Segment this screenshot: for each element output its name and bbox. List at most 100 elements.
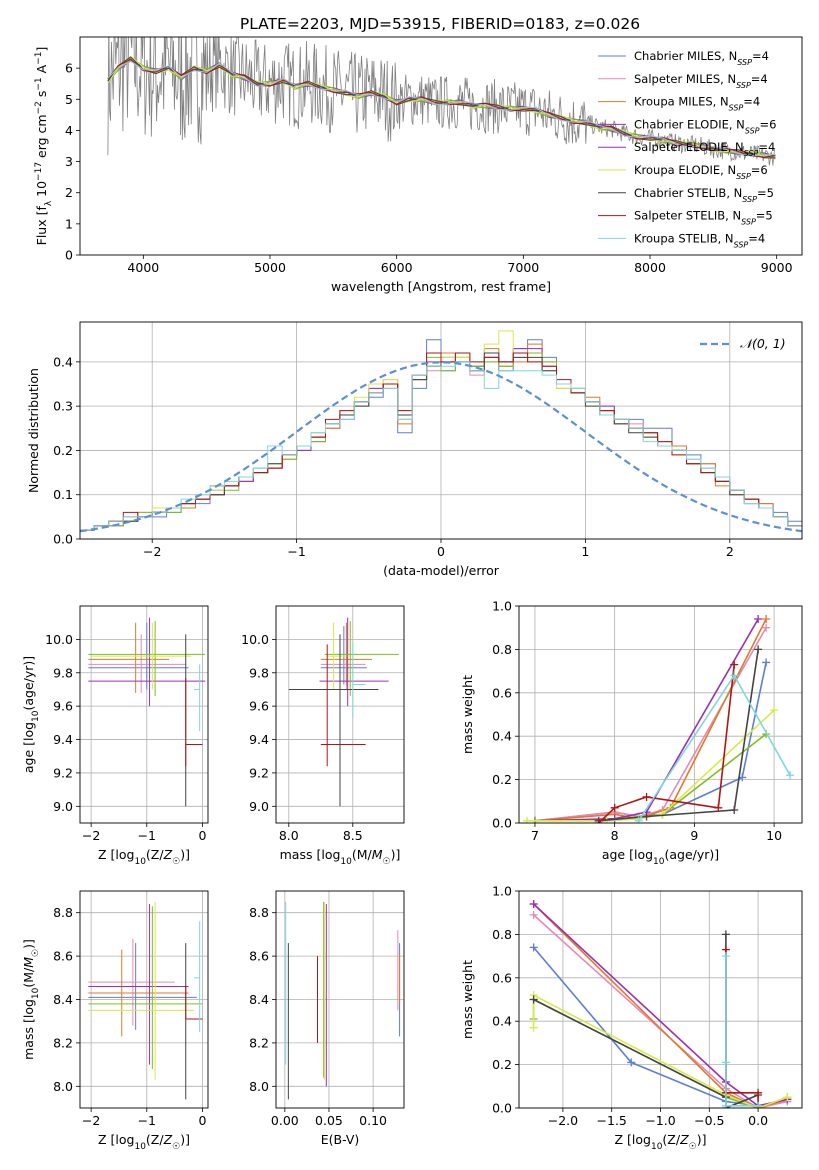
weight-line-salp_stelib — [725, 949, 759, 1108]
weight-marker-salp_stelib — [754, 1088, 763, 1097]
y-tick-label: 0.0 — [53, 532, 73, 547]
y-axis-label: Flux [fλ 10−17 erg cm−2 s−1 A−1] — [34, 47, 54, 246]
panel-age_vs_Z: −2 −1 0 9.0 9.2 9.4 9.6 9.8 10.0 Z [log10(Z/Z☉)] a… — [21, 605, 209, 867]
axes-frame — [79, 890, 209, 1109]
x-tick-label: 4000 — [127, 260, 159, 275]
y-tick-label: 9.4 — [53, 732, 73, 747]
weight-marker-salp_miles — [529, 910, 538, 919]
x-axis-label: Z [log10(Z/Z☉)] — [98, 847, 190, 867]
y-tick-label: 0.6 — [492, 970, 512, 985]
y-axis-label: Normed distribution — [26, 368, 41, 493]
x-tick-label: 0 — [437, 544, 445, 559]
x-tick-label: 8000 — [634, 260, 666, 275]
weight-line-chab_stelib — [598, 649, 759, 822]
x-tick-label: 9 — [690, 828, 698, 843]
weight-line-chab_stelib — [533, 934, 759, 1108]
y-axis-label: age [log10(age/yr)] — [21, 656, 41, 773]
legend-label: Chabrier MILES, NSSP=4 — [634, 49, 769, 67]
x-tick-label: 8.5 — [343, 828, 363, 843]
y-tick-label: 0.1 — [53, 487, 73, 502]
weight-marker-krou_elodie — [770, 706, 779, 715]
y-tick-label: 0.4 — [492, 1014, 512, 1029]
gaussian-curve — [80, 361, 802, 533]
y-tick-label: 8.0 — [53, 1079, 73, 1094]
y-tick-label: 0.4 — [492, 729, 512, 744]
legend-label: Chabrier ELODIE, NSSP=6 — [634, 117, 776, 135]
grid — [276, 891, 404, 1108]
observed-spectrum-line — [107, 37, 775, 166]
weight-line-krou_stelib — [725, 956, 759, 1107]
x-axis-label: wavelength [Angstrom, rest frame] — [331, 279, 551, 294]
model-line-krou_elodie — [107, 55, 776, 160]
weight-line-salp_miles — [534, 627, 767, 822]
weight-marker-salp_stelib — [594, 819, 603, 823]
weight-marker-krou_miles — [762, 615, 771, 624]
grid — [80, 606, 208, 823]
axes-frame — [79, 321, 803, 540]
y-tick-label: 1 — [65, 216, 73, 231]
x-tick-label: 8.0 — [279, 828, 299, 843]
y-tick-label: 9.6 — [53, 699, 73, 714]
axes-frame — [518, 890, 803, 1109]
y-tick-label: 9.6 — [249, 699, 269, 714]
y-tick-label: 0.8 — [492, 642, 512, 657]
x-tick-label: 0 — [198, 1113, 206, 1128]
y-tick-label: 9.2 — [53, 765, 73, 780]
legend: Chabrier MILES, NSSP=4 Salpeter MILES, NS… — [598, 49, 776, 249]
y-tick-label: 8.2 — [53, 1035, 73, 1050]
x-tick-label: 6000 — [381, 260, 413, 275]
x-tick-label: 0 — [198, 828, 206, 843]
weight-line-salp_stelib — [598, 664, 735, 823]
y-tick-label: 0.2 — [492, 772, 512, 787]
axes-frame — [79, 36, 803, 256]
legend-label: Kroupa ELODIE, NSSP=6 — [634, 163, 768, 181]
x-tick-label: 9000 — [761, 260, 793, 275]
x-tick-label: −1 — [138, 828, 156, 843]
x-tick-label: −1.0 — [645, 1113, 675, 1128]
plot-area — [529, 900, 792, 1108]
y-axis-label: mass [log10(M/M☉)] — [21, 939, 41, 1060]
x-tick-label: 10 — [766, 828, 782, 843]
weight-marker-krou_stelib — [730, 671, 739, 680]
y-tick-label: 0.6 — [492, 685, 512, 700]
weight-marker-chab_miles — [627, 1058, 636, 1067]
x-tick-label: 8 — [611, 828, 619, 843]
panels: 4000 5000 6000 7000 8000 90000123456wavelengt… — [21, 36, 803, 1152]
y-tick-label: 9.0 — [249, 799, 269, 814]
x-tick-label: −2.0 — [548, 1113, 578, 1128]
grid — [519, 890, 802, 1109]
weight-marker-salp_miles — [762, 623, 771, 632]
y-tick-label: 8.6 — [53, 949, 73, 964]
y-tick-label: 0.3 — [53, 399, 73, 414]
y-axis-label: mass weight — [460, 960, 475, 1039]
y-tick-label: 0.8 — [492, 927, 512, 942]
axes-frame — [275, 890, 405, 1109]
plot-area — [88, 617, 206, 807]
x-tick-label: 0.10 — [359, 1113, 387, 1128]
panel-mass_weight_vs_Z: −2.0 −1.5 −1.0 −0.5 0.0 0.0 0.2 0.4 0.6 0.8 1.0 Z [… — [460, 884, 803, 1152]
panel-mass_vs_Z: −2 −1 0 8.0 8.2 8.4 8.6 8.8 Z [log10(Z/Z☉)] mass … — [21, 890, 209, 1152]
model-line-salp_stelib — [107, 58, 776, 158]
y-tick-label: 0.2 — [53, 443, 73, 458]
x-axis-label: Z [log10(Z/Z☉)] — [98, 1132, 190, 1152]
y-tick-label: 4 — [65, 123, 73, 138]
panel-age_vs_mass: 8.0 8.5 9.0 9.2 9.4 9.6 9.8 10.0 mass [log10(M/M… — [241, 605, 405, 867]
y-tick-label: 10.0 — [45, 632, 73, 647]
weight-marker-krou_elodie — [529, 1023, 538, 1032]
x-tick-label: −1 — [138, 1113, 156, 1128]
y-tick-label: 10.0 — [241, 632, 269, 647]
y-tick-label: 6 — [65, 61, 73, 76]
weight-marker-krou_stelib — [634, 816, 643, 823]
model-line-krou_stelib — [107, 60, 776, 157]
y-tick-label: 8.4 — [249, 992, 269, 1007]
x-tick-label: 2 — [726, 544, 734, 559]
plot-area — [288, 617, 399, 807]
weight-marker-chab_stelib — [754, 645, 763, 654]
legend-label: Salpeter ELODIE, NSSP=4 — [634, 140, 775, 158]
plot-area — [522, 615, 795, 823]
weight-line-krou_miles — [533, 903, 788, 1108]
y-tick-label: 9.8 — [249, 665, 269, 680]
panel-spectrum: 4000 5000 6000 7000 8000 9000 0 1 2 3 4 5 6 wavelengt… — [34, 36, 803, 294]
y-tick-label: 9.8 — [53, 665, 73, 680]
